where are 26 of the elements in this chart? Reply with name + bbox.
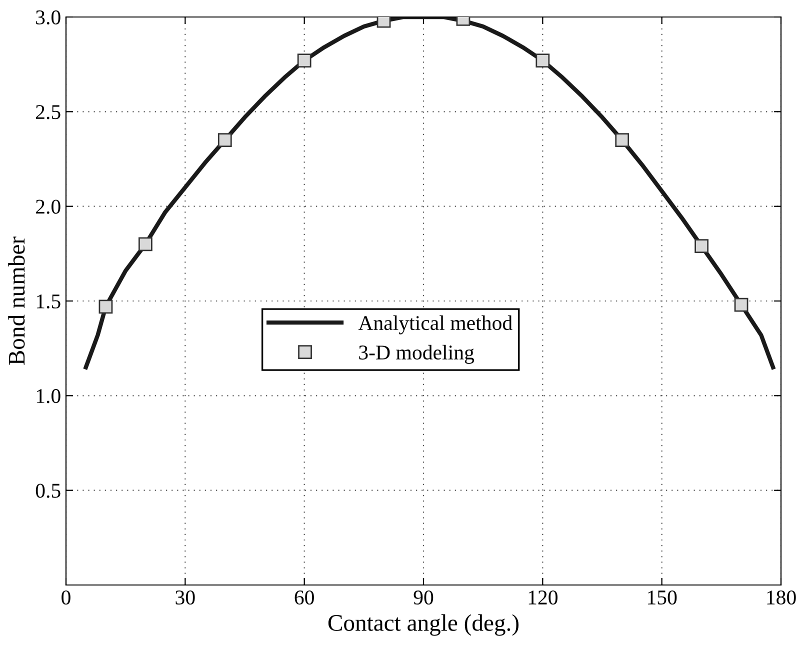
x-tick-label: 150 — [648, 590, 677, 605]
y-tick-label: 1.0 — [36, 389, 60, 404]
x-tick-label: 180 — [767, 590, 796, 605]
x-tick-label: 30 — [176, 590, 195, 605]
y-tick-label: 2.0 — [36, 200, 60, 214]
y-tick-label: 3.0 — [36, 10, 60, 25]
y-axis-title: Bond number — [8, 236, 25, 365]
point — [138, 237, 152, 252]
legend-label: Analytical method — [358, 315, 512, 334]
y-tick-label: 0.5 — [36, 484, 60, 498]
point — [297, 54, 312, 68]
point — [536, 54, 550, 68]
point — [734, 298, 748, 312]
x-axis-title: Contact angle (deg.) — [328, 614, 519, 636]
line-series — [84, 17, 776, 370]
point — [615, 133, 630, 148]
legend-label: 3-D modeling — [359, 344, 474, 364]
point — [218, 133, 232, 148]
x-tick-label: 90 — [414, 590, 434, 605]
point — [98, 300, 113, 314]
x-tick-label: 0 — [62, 590, 70, 605]
x-tick-label: 120 — [528, 590, 558, 605]
y-tick-label: 2.5 — [36, 105, 60, 120]
x-tick-label: 60 — [294, 590, 314, 605]
point — [694, 239, 708, 254]
y-tick-label: 1.5 — [36, 294, 60, 309]
